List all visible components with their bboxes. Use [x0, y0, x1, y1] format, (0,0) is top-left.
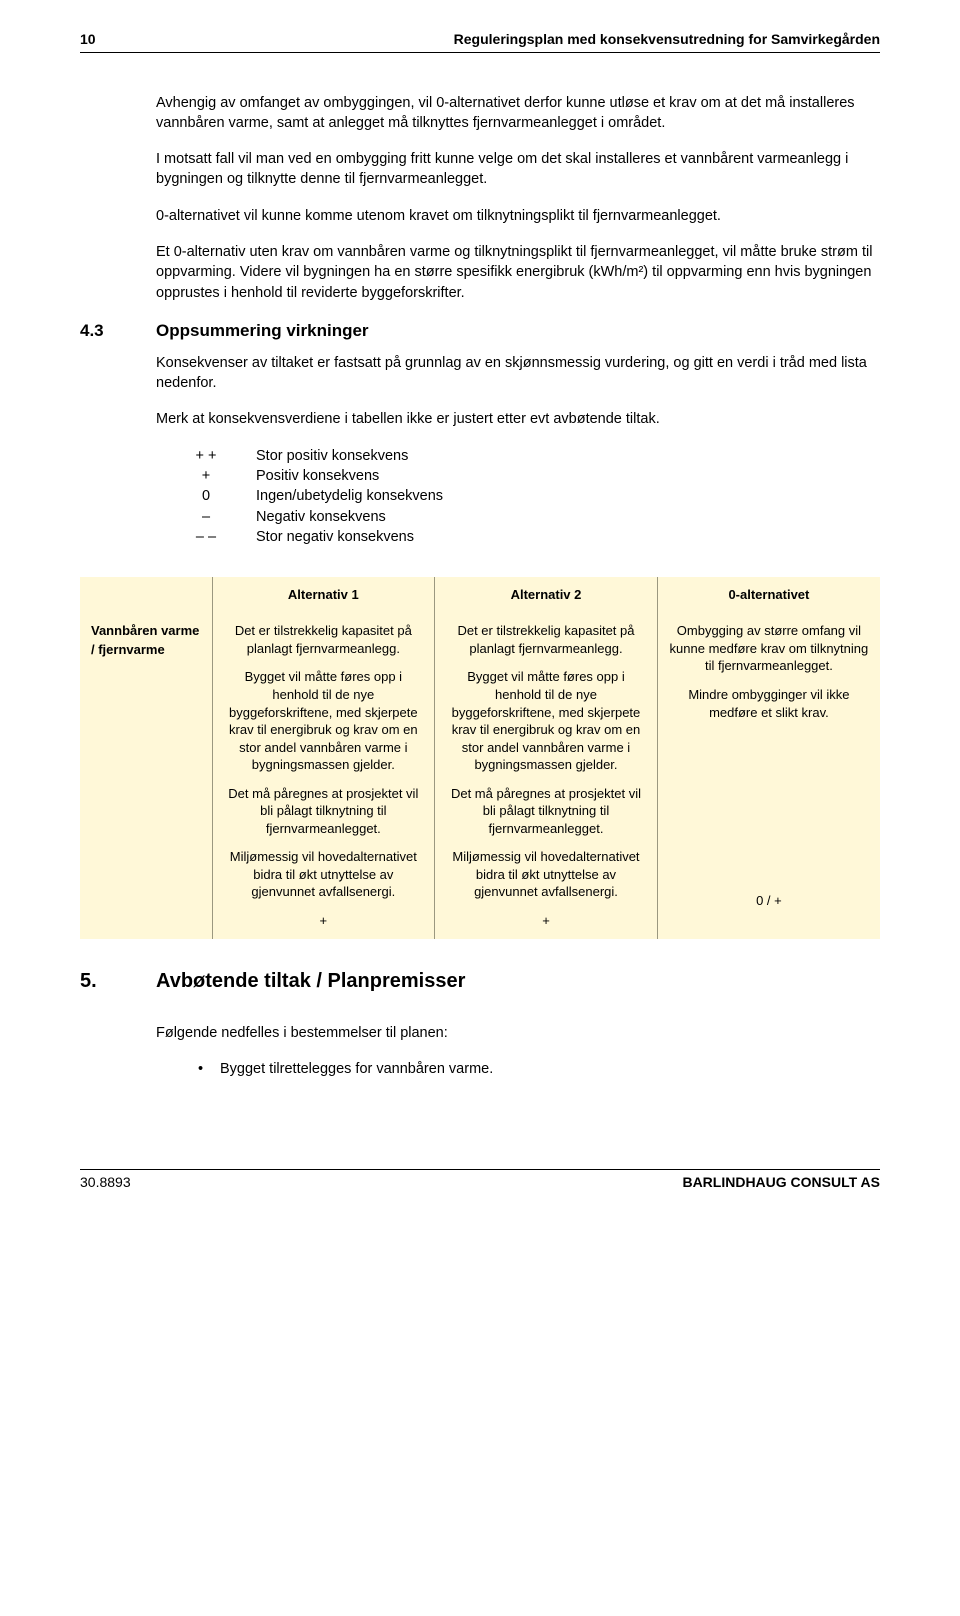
legend-row: + Positiv konsekvens [156, 466, 880, 486]
legend-desc: Stor negativ konsekvens [256, 527, 880, 547]
table-header: Alternativ 1 [212, 577, 435, 613]
table-header [80, 577, 212, 613]
section-para: Merk at konsekvensverdiene i tabellen ik… [156, 409, 880, 429]
legend-desc: Positiv konsekvens [256, 466, 880, 486]
comparison-table: Alternativ 1 Alternativ 2 0-alternativet… [80, 577, 880, 938]
section-body: Konsekvenser av tiltaket er fastsatt på … [156, 353, 880, 430]
cell-para: Miljømessig vil hovedalternativet bidra … [224, 848, 424, 901]
cell-para: Bygget vil måtte føres opp i henhold til… [224, 668, 424, 773]
table-row-label: Vannbåren varme / fjernvarme [80, 613, 212, 938]
cell-para: Det er tilstrekkelig kapasitet på planla… [224, 622, 424, 657]
legend-symbol: + + [156, 446, 256, 466]
footer-right: BARLINDHAUG CONSULT AS [682, 1173, 880, 1193]
page-footer: 30.8893 BARLINDHAUG CONSULT AS [80, 1169, 880, 1193]
table-header-row: Alternativ 1 Alternativ 2 0-alternativet [80, 577, 880, 613]
intro-para: Et 0-alternativ uten krav om vannbåren v… [156, 242, 880, 303]
legend-desc: Ingen/ubetydelig konsekvens [256, 486, 880, 506]
section5-number: 5. [80, 967, 156, 995]
legend-symbol: – – [156, 527, 256, 547]
cell-score: + [224, 912, 424, 930]
legend-symbol: 0 [156, 486, 256, 506]
intro-para: I motsatt fall vil man ved en ombygging … [156, 149, 880, 190]
legend-symbol: + [156, 466, 256, 486]
section5-title: Avbøtende tiltak / Planpremisser [156, 967, 465, 995]
cell-score: + [446, 912, 646, 930]
section5-body: Følgende nedfelles i bestemmelser til pl… [156, 1023, 880, 1043]
page-number: 10 [80, 30, 96, 50]
legend-desc: Stor positiv konsekvens [256, 446, 880, 466]
cell-para: Det er tilstrekkelig kapasitet på planla… [446, 622, 646, 657]
cell-score: 0 / + [669, 892, 869, 910]
header-title: Reguleringsplan med konsekvensutredning … [454, 30, 880, 50]
cell-para: Det må påregnes at prosjektet vil bli på… [446, 785, 646, 838]
legend-desc: Negativ konsekvens [256, 507, 880, 527]
bullet-item: • Bygget tilrettelegges for vannbåren va… [198, 1059, 880, 1079]
bullet-text: Bygget tilrettelegges for vannbåren varm… [220, 1059, 493, 1079]
section5-heading: 5. Avbøtende tiltak / Planpremisser [80, 967, 880, 995]
table-header: Alternativ 2 [435, 577, 658, 613]
table-cell-alt0: Ombygging av større omfang vil kunne med… [657, 613, 880, 938]
table-cell-alt2: Det er tilstrekkelig kapasitet på planla… [435, 613, 658, 938]
section-title: Oppsummering virkninger [156, 319, 369, 343]
table-header: 0-alternativet [657, 577, 880, 613]
section-para: Konsekvenser av tiltaket er fastsatt på … [156, 353, 880, 394]
cell-para: Mindre ombygginger vil ikke medføre et s… [669, 686, 869, 721]
section-heading: 4.3 Oppsummering virkninger [80, 319, 880, 343]
legend-row: 0 Ingen/ubetydelig konsekvens [156, 486, 880, 506]
cell-para: Bygget vil måtte føres opp i henhold til… [446, 668, 646, 773]
footer-left: 30.8893 [80, 1173, 131, 1193]
legend-row: + + Stor positiv konsekvens [156, 446, 880, 466]
legend-row: – – Stor negativ konsekvens [156, 527, 880, 547]
intro-para: 0-alternativet vil kunne komme utenom kr… [156, 206, 880, 226]
cell-para: Det må påregnes at prosjektet vil bli på… [224, 785, 424, 838]
cell-para: Miljømessig vil hovedalternativet bidra … [446, 848, 646, 901]
page-header: 10 Reguleringsplan med konsekvensutredni… [80, 30, 880, 53]
table-cell-alt1: Det er tilstrekkelig kapasitet på planla… [212, 613, 435, 938]
table-row: Vannbåren varme / fjernvarme Det er tils… [80, 613, 880, 938]
legend-row: – Negativ konsekvens [156, 507, 880, 527]
section-number: 4.3 [80, 319, 156, 343]
bullet-list: • Bygget tilrettelegges for vannbåren va… [198, 1059, 880, 1079]
legend: + + Stor positiv konsekvens + Positiv ko… [156, 446, 880, 547]
section5-intro: Følgende nedfelles i bestemmelser til pl… [156, 1023, 880, 1043]
cell-para: Ombygging av større omfang vil kunne med… [669, 622, 869, 675]
bullet-dot-icon: • [198, 1059, 220, 1079]
intro-block: Avhengig av omfanget av ombyggingen, vil… [156, 93, 880, 303]
intro-para: Avhengig av omfanget av ombyggingen, vil… [156, 93, 880, 134]
legend-symbol: – [156, 507, 256, 527]
